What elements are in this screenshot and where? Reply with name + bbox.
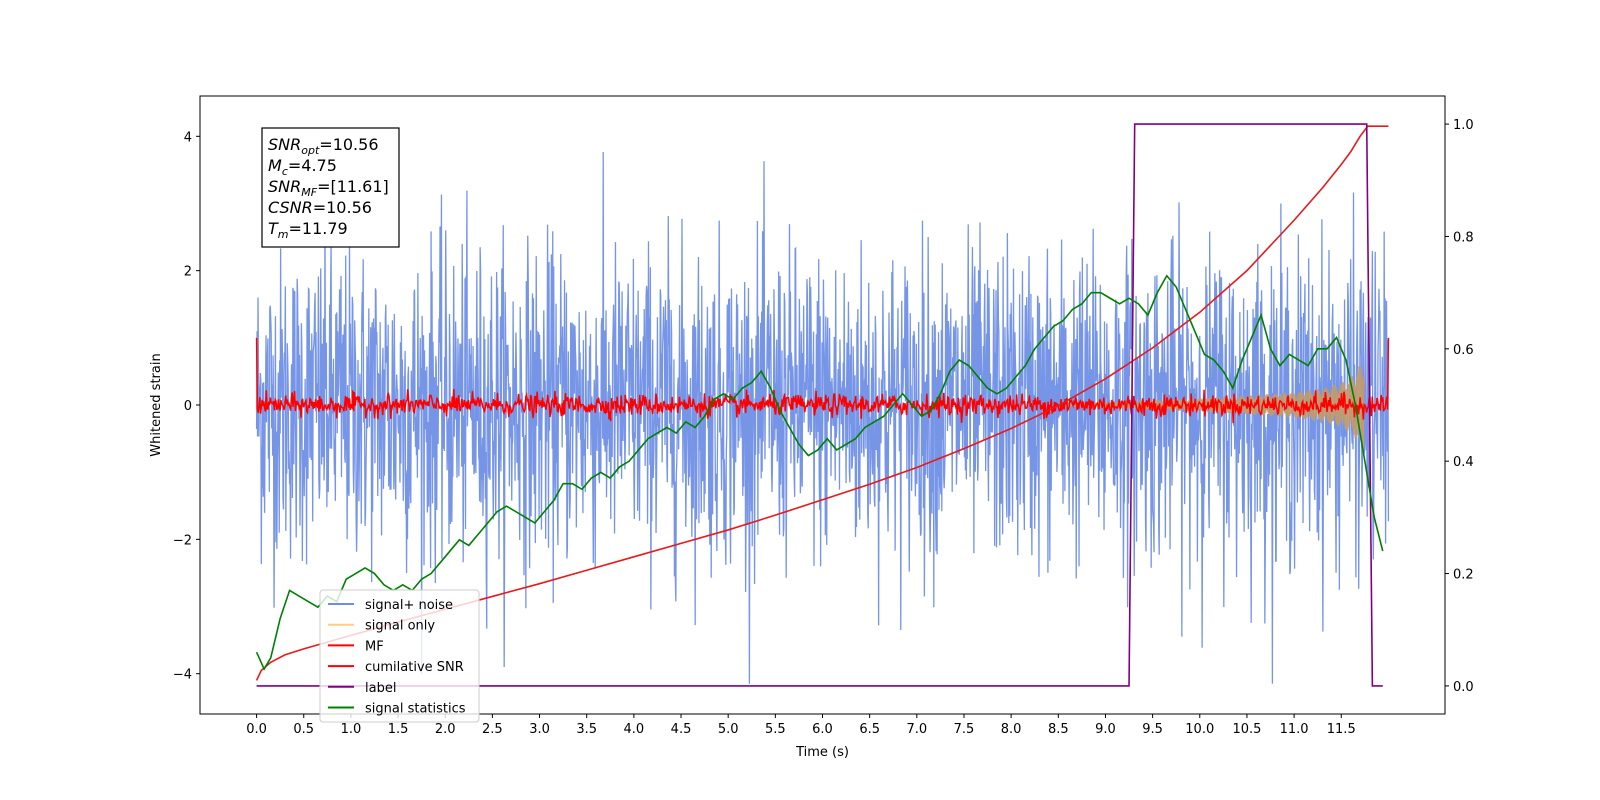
x-tick-label: 6.5 (859, 722, 880, 737)
x-tick-label: 7.0 (906, 722, 927, 737)
annotation-line: Mc=4.75 (268, 156, 337, 178)
x-tick-label: 2.0 (435, 722, 456, 737)
x-tick-label: 0.5 (293, 722, 314, 737)
annotation-line: SNRopt=10.56 (268, 135, 379, 157)
x-tick-label: 1.5 (388, 722, 409, 737)
y-tick-label: 0 (184, 399, 192, 414)
x-tick-label: 8.5 (1048, 722, 1069, 737)
stats-annotation-box: SNRopt=10.56Mc=4.75SNRMF=[11.61]CSNR=10.… (261, 127, 400, 248)
annotation-line: CSNR=10.56 (268, 198, 372, 217)
legend-item-mf: MF (328, 639, 384, 654)
y-tick-label: 2 (184, 265, 192, 280)
legend-frame (319, 589, 480, 723)
y2-tick-label: 0.4 (1453, 455, 1474, 470)
annotation-value: =10.56 (319, 135, 378, 154)
legend-label: signal only (365, 619, 435, 634)
x-axis-label: Time (s) (795, 745, 849, 760)
x-tick-label: 9.0 (1095, 722, 1116, 737)
annotation-line: SNRMF=[11.61] (268, 177, 389, 199)
y-axis-label: Whitened strain (149, 353, 164, 456)
legend-item-signal-noise: signal+ noise (328, 598, 453, 613)
annotation-subscript: opt (301, 144, 320, 157)
label-line (256, 123, 1383, 687)
signal-noise-line (255, 151, 1390, 684)
legend-label: signal+ noise (365, 598, 453, 613)
x-tick-label: 8.0 (1001, 722, 1022, 737)
y2-tick-label: 0.2 (1453, 568, 1474, 583)
y2-tick-label: 1.0 (1453, 118, 1474, 133)
annotation-symbol: CSNR (268, 198, 313, 217)
mf-line (255, 337, 1390, 424)
annotation-value: =10.56 (313, 198, 372, 217)
legend: signal+ noise signal only MF cumilative SNR… (319, 589, 480, 723)
y2-tick-label: 0.8 (1453, 230, 1474, 245)
legend-label: label (365, 681, 396, 696)
signal-statistics-line (255, 274, 1384, 671)
y2-ticks: 0.0 0.2 0.4 0.6 0.8 1.0 (1445, 118, 1474, 695)
y-tick-label: 4 (184, 130, 192, 145)
y2-tick-label: 0.0 (1453, 680, 1474, 695)
x-tick-label: 6.0 (812, 722, 833, 737)
x-tick-label: 11.5 (1327, 722, 1356, 737)
legend-label: cumilative SNR (365, 660, 464, 675)
x-tick-label: 5.0 (718, 722, 739, 737)
annotation-value: =4.75 (288, 156, 337, 175)
x-tick-label: 10.5 (1232, 722, 1261, 737)
annotation-value: =11.79 (289, 219, 348, 238)
legend-item-cumilative-snr: cumilative SNR (328, 660, 464, 675)
x-tick-label: 11.0 (1280, 722, 1309, 737)
x-tick-label: 1.0 (341, 722, 362, 737)
annotation-subscript: MF (301, 186, 317, 199)
y-ticks: −4 −2 0 2 4 (173, 130, 200, 683)
annotation-symbol: SNR (268, 177, 301, 196)
x-tick-label: 2.5 (482, 722, 503, 737)
x-ticks: 0.0 0.5 1.0 1.5 2.0 2.5 3.0 3.5 4.0 4.5 5.0 5.5 6.0 6… (246, 714, 1356, 737)
legend-item-signal-statistics: signal statistics (328, 702, 466, 717)
legend-label: signal statistics (365, 702, 466, 717)
y-tick-label: −4 (173, 668, 192, 683)
x-tick-label: 3.0 (529, 722, 550, 737)
legend-item-signal-only: signal only (328, 619, 435, 634)
x-tick-label: 3.5 (576, 722, 597, 737)
annotation-symbol: M (268, 156, 282, 175)
x-tick-label: 7.5 (954, 722, 975, 737)
annotation-subscript: c (282, 165, 288, 178)
annotation-subscript: m (278, 228, 289, 241)
annotation-line: Tm=11.79 (268, 219, 348, 241)
x-tick-label: 4.5 (671, 722, 692, 737)
legend-item-label: label (328, 681, 396, 696)
y2-tick-label: 0.6 (1453, 343, 1474, 358)
x-tick-label: 4.0 (624, 722, 645, 737)
legend-label: MF (365, 639, 384, 654)
annotation-symbol: SNR (268, 135, 301, 154)
y-tick-label: −2 (173, 533, 192, 548)
x-tick-label: 9.5 (1142, 722, 1163, 737)
annotation-frame (261, 127, 400, 248)
annotation-value: =[11.61] (317, 177, 389, 196)
annotation-symbol: T (268, 219, 279, 238)
x-tick-label: 10.0 (1185, 722, 1214, 737)
x-tick-label: 0.0 (246, 722, 267, 737)
x-tick-label: 5.5 (765, 722, 786, 737)
